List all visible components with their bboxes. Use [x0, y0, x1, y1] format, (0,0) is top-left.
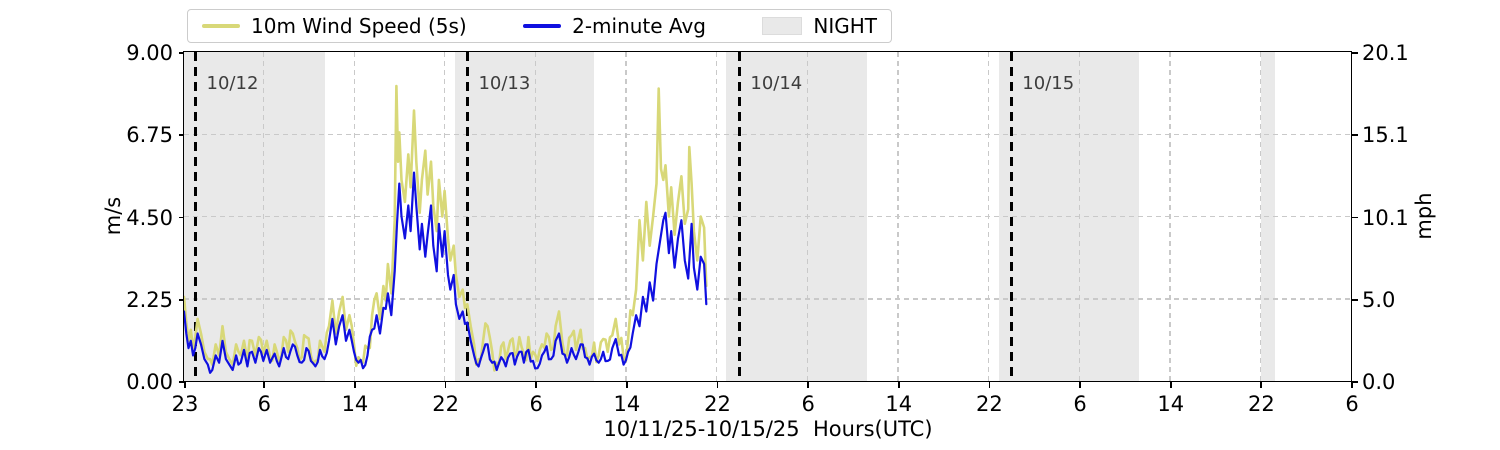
left-tick-mark	[179, 52, 185, 54]
right-axis-title: mph	[1412, 192, 1436, 240]
x-tick-label: 14	[613, 392, 641, 416]
left-tick-mark	[179, 298, 185, 301]
right-tick-mark	[1352, 298, 1358, 301]
wind-5s-series-path	[184, 84, 708, 373]
x-tick-mark	[1351, 382, 1353, 388]
x-tick-mark	[1260, 382, 1263, 388]
x-tick-mark	[716, 382, 719, 388]
left-axis-title: m/s	[101, 196, 125, 236]
x-tick-label: 6	[801, 392, 815, 416]
grid-line-horizontal	[184, 298, 1352, 300]
x-tick-label: 22	[1247, 392, 1275, 416]
left-tick-label: 0.00	[126, 370, 173, 394]
x-axis-title: 10/11/25-10/15/25 Hours(UTC)	[603, 417, 933, 441]
x-tick-label: 22	[704, 392, 731, 416]
right-tick-label: 0.0	[1362, 370, 1396, 394]
x-tick-label: 6	[1345, 392, 1359, 416]
x-tick-label: 14	[885, 392, 913, 416]
chart-legend: 10m Wind Speed (5s) 2-minute Avg NIGHT	[187, 9, 892, 43]
x-tick-label: 6	[257, 392, 271, 416]
two-minute-avg-series-path	[184, 171, 708, 375]
x-tick-mark	[897, 382, 900, 388]
x-tick-label: 22	[976, 392, 1003, 416]
x-tick-mark	[263, 382, 266, 388]
x-tick-mark	[535, 382, 538, 388]
left-tick-label: 6.75	[126, 123, 173, 148]
plot-area: 10/12 10/13 10/14 10/15	[183, 51, 1353, 383]
x-tick-mark	[1079, 382, 1081, 388]
day-boundary-line	[1010, 52, 1013, 382]
x-tick-mark	[625, 382, 628, 388]
plot-clip: 10/12 10/13 10/14 10/15	[184, 52, 1352, 382]
two-minute-avg-line-swatch	[523, 24, 562, 28]
day-label: 10/15	[1022, 73, 1075, 95]
x-tick-mark	[807, 382, 810, 388]
day-label: 10/13	[478, 73, 531, 95]
right-tick-label: 20.1	[1362, 41, 1409, 65]
x-tick-mark	[354, 382, 356, 388]
x-tick-mark	[1169, 382, 1172, 388]
left-tick-label: 9.00	[126, 41, 173, 65]
right-tick-mark	[1352, 216, 1358, 219]
left-tick-label: 4.50	[126, 205, 173, 230]
day-label: 10/14	[750, 73, 803, 95]
day-boundary-line	[194, 52, 197, 382]
right-tick-label: 5.0	[1362, 287, 1396, 312]
x-tick-label: 22	[432, 392, 459, 416]
right-tick-label: 15.1	[1362, 123, 1409, 148]
grid-line-horizontal	[184, 216, 1352, 218]
right-tick-mark	[1352, 134, 1358, 137]
day-boundary-line	[466, 52, 469, 382]
x-tick-mark	[988, 382, 991, 388]
x-tick-label: 23	[171, 392, 199, 416]
legend-label-night: NIGHT	[813, 14, 877, 38]
left-tick-mark	[179, 381, 185, 383]
left-tick-label: 2.25	[126, 287, 173, 312]
legend-item-wind-5s: 10m Wind Speed (5s)	[202, 16, 467, 36]
night-patch-swatch	[762, 17, 803, 35]
day-boundary-line	[738, 52, 741, 382]
legend-label-wind-5s: 10m Wind Speed (5s)	[251, 14, 467, 38]
x-tick-label: 14	[341, 392, 369, 416]
series-plot-svg	[184, 84, 708, 375]
grid-line-horizontal	[184, 133, 1352, 136]
x-tick-label: 6	[529, 392, 543, 416]
legend-label-2min-avg: 2-minute Avg	[572, 14, 706, 38]
x-tick-label: 14	[1157, 392, 1185, 416]
day-label: 10/12	[206, 73, 259, 95]
x-tick-mark	[184, 382, 186, 388]
legend-item-night: NIGHT	[762, 16, 877, 36]
left-tick-mark	[179, 134, 185, 137]
wind-5s-line-swatch	[202, 24, 240, 28]
right-tick-label: 10.1	[1362, 205, 1409, 230]
x-tick-mark	[444, 382, 447, 388]
right-tick-mark	[1352, 381, 1358, 383]
left-tick-mark	[179, 216, 185, 219]
right-tick-mark	[1352, 52, 1358, 54]
legend-item-2min-avg: 2-minute Avg	[523, 16, 706, 36]
x-tick-label: 6	[1073, 392, 1087, 416]
